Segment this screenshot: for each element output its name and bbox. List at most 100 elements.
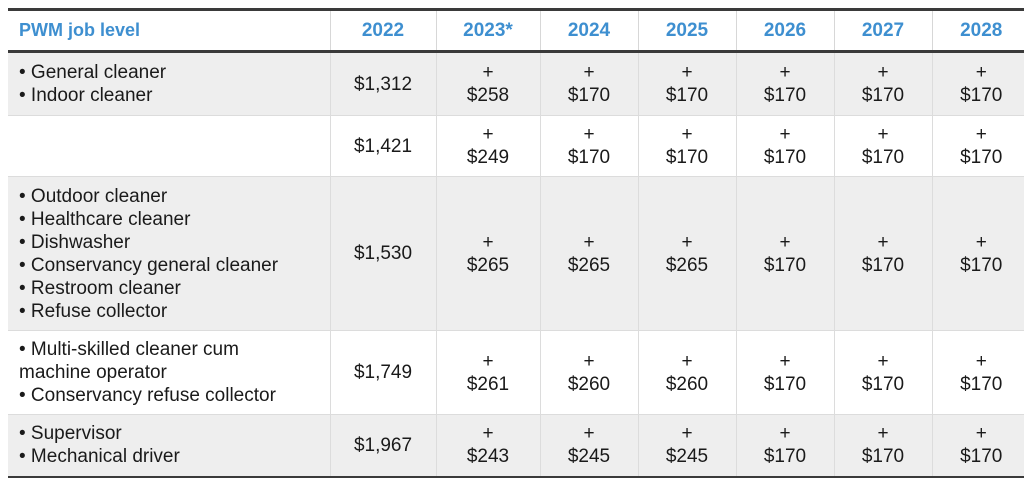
increment-cell: + $170 xyxy=(833,115,932,177)
increment-cell: + $170 xyxy=(833,414,932,478)
job-list: • Outdoor cleaner • Healthcare cleaner • D… xyxy=(19,185,330,323)
plus-sign: + xyxy=(779,350,791,372)
job-title: • Healthcare cleaner xyxy=(19,208,191,230)
increment-cell: + $170 xyxy=(735,414,834,478)
increment-value: $245 xyxy=(567,446,611,468)
increment-value: $170 xyxy=(960,373,1003,395)
plus-sign: + xyxy=(779,62,791,83)
job-title: • General cleaner xyxy=(19,62,167,83)
increment-cell: + $260 xyxy=(637,330,736,415)
plus-sign: + xyxy=(482,124,494,145)
job-list: • General cleaner • Indoor cleaner xyxy=(19,61,330,107)
job-level-cell: • Multi-skilled cleaner cum machine opera… xyxy=(8,330,330,415)
table-row: • Multi-skilled cleaner cum machine opera… xyxy=(8,330,1024,415)
header-year: 2026 xyxy=(735,8,834,53)
job-title: • Multi-skilled cleaner cum xyxy=(19,339,239,360)
plus-sign: + xyxy=(681,124,693,145)
increment-value: $243 xyxy=(466,446,510,468)
plus-sign: + xyxy=(583,231,595,253)
plus-sign: + xyxy=(975,231,987,253)
increment-value: $265 xyxy=(466,254,510,276)
increment-value: $265 xyxy=(665,254,709,276)
increment-value: $170 xyxy=(960,446,1003,468)
increment-value: $170 xyxy=(665,85,709,106)
plus-sign: + xyxy=(681,350,693,372)
increment-cell: + $170 xyxy=(637,51,736,116)
plus-sign: + xyxy=(975,124,987,145)
plus-sign: + xyxy=(877,350,889,372)
job-title: • Dishwasher xyxy=(19,231,131,253)
increment-cell: + $265 xyxy=(539,176,638,331)
increment-value: $261 xyxy=(466,373,510,395)
increment-cell: + $243 xyxy=(435,414,540,478)
increment-value: $265 xyxy=(567,254,611,276)
increment-cell: + $170 xyxy=(931,115,1024,177)
job-title: machine operator xyxy=(19,362,167,383)
increment-value: $170 xyxy=(763,147,807,168)
base-wage-cell: $1,421 xyxy=(329,115,436,177)
plus-sign: + xyxy=(482,62,494,83)
table-header: PWM job level 2022 2023* 2024 2025 2026 … xyxy=(8,8,1024,53)
increment-cell: + $170 xyxy=(833,330,932,415)
plus-sign: + xyxy=(877,423,889,445)
job-title: • Mechanical driver xyxy=(19,446,180,468)
increment-value: $170 xyxy=(960,254,1003,276)
increment-value: $170 xyxy=(861,85,905,106)
pwm-wage-table: PWM job level 2022 2023* 2024 2025 2026 … xyxy=(8,8,1024,478)
plus-sign: + xyxy=(681,62,693,83)
plus-sign: + xyxy=(975,62,987,83)
plus-sign: + xyxy=(583,62,595,83)
plus-sign: + xyxy=(975,423,987,445)
job-level-cell: • General cleaner • Indoor cleaner xyxy=(8,51,330,116)
table-row: • Supervisor • Mechanical driver $1,967 + $2… xyxy=(8,414,1024,478)
job-title: • Conservancy refuse collector xyxy=(19,385,276,406)
plus-sign: + xyxy=(779,124,791,145)
job-level-cell: • Supervisor • Mechanical driver xyxy=(8,414,330,478)
plus-sign: + xyxy=(779,231,791,253)
plus-sign: + xyxy=(779,423,791,445)
increment-value: $170 xyxy=(861,147,905,168)
increment-cell: + $170 xyxy=(931,176,1024,331)
plus-sign: + xyxy=(877,124,889,145)
base-wage-cell: $1,749 xyxy=(329,330,436,415)
table-body: • General cleaner • Indoor cleaner $1,312 +… xyxy=(8,51,1024,478)
header-year: 2025 xyxy=(637,8,736,53)
increment-value: $249 xyxy=(466,147,510,168)
increment-value: $245 xyxy=(665,446,709,468)
increment-cell: + $261 xyxy=(435,330,540,415)
increment-value: $170 xyxy=(861,446,905,468)
increment-value: $170 xyxy=(665,147,709,168)
increment-cell: + $170 xyxy=(539,115,638,177)
table-row: $1,421 + $249 + $170 + $170 + $170 + $170 + $170 xyxy=(8,115,1024,177)
plus-sign: + xyxy=(482,350,494,372)
increment-value: $170 xyxy=(861,373,905,395)
header-year: 2027 xyxy=(833,8,932,53)
plus-sign: + xyxy=(681,423,693,445)
increment-cell: + $170 xyxy=(833,176,932,331)
plus-sign: + xyxy=(482,423,494,445)
increment-value: $260 xyxy=(567,373,611,395)
job-list: • Multi-skilled cleaner cum machine opera… xyxy=(19,338,330,407)
plus-sign: + xyxy=(583,124,595,145)
increment-cell: + $170 xyxy=(931,51,1024,116)
job-level-cell xyxy=(8,115,330,177)
increment-cell: + $258 xyxy=(435,51,540,116)
increment-cell: + $170 xyxy=(931,414,1024,478)
plus-sign: + xyxy=(482,231,494,253)
increment-value: $170 xyxy=(861,254,905,276)
increment-cell: + $260 xyxy=(539,330,638,415)
increment-value: $170 xyxy=(763,446,807,468)
increment-value: $260 xyxy=(665,373,709,395)
increment-cell: + $170 xyxy=(833,51,932,116)
table-row: • General cleaner • Indoor cleaner $1,312 +… xyxy=(8,51,1024,116)
job-level-cell: • Outdoor cleaner • Healthcare cleaner • D… xyxy=(8,176,330,331)
job-title: • Indoor cleaner xyxy=(19,85,153,106)
base-wage-cell: $1,312 xyxy=(329,51,436,116)
increment-cell: + $170 xyxy=(735,330,834,415)
increment-cell: + $170 xyxy=(931,330,1024,415)
increment-cell: + $265 xyxy=(435,176,540,331)
increment-cell: + $170 xyxy=(735,51,834,116)
increment-value: $170 xyxy=(763,85,807,106)
increment-value: $170 xyxy=(567,85,611,106)
increment-cell: + $265 xyxy=(637,176,736,331)
